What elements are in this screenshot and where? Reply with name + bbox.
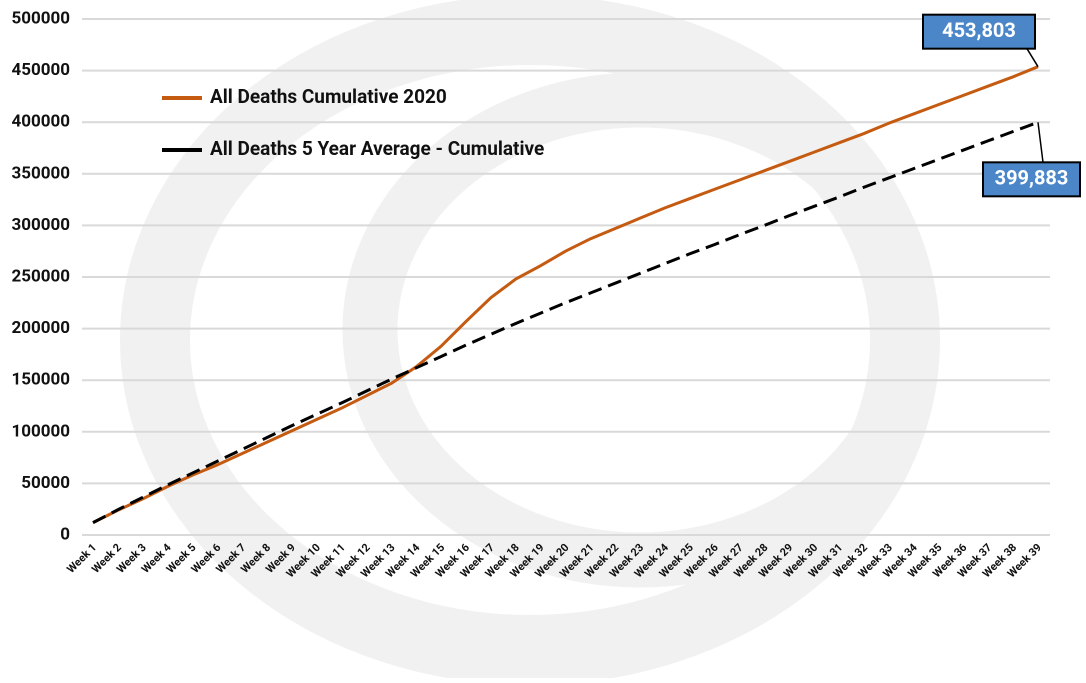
value-label-box bbox=[982, 161, 1081, 198]
line-series bbox=[92, 65, 1039, 524]
annotation-arrow bbox=[1037, 122, 1044, 163]
annotation-arrow bbox=[1026, 48, 1039, 68]
y-tick-label: 250000 bbox=[11, 266, 70, 286]
y-tick-label: 200000 bbox=[11, 318, 70, 338]
y-tick-label: 50000 bbox=[21, 473, 70, 493]
y-tick-label: 500000 bbox=[11, 8, 70, 28]
y-tick-label: 150000 bbox=[11, 370, 70, 390]
legend-label: All Deaths Cumulative 2020 bbox=[210, 85, 447, 108]
y-tick-label: 350000 bbox=[11, 163, 70, 183]
y-tick-label: 0 bbox=[60, 524, 70, 544]
y-tick-label: 100000 bbox=[11, 421, 70, 441]
value-label: 453,803 bbox=[942, 18, 1016, 42]
y-tick-label: 400000 bbox=[11, 112, 70, 132]
y-tick-label: 300000 bbox=[11, 215, 70, 235]
legend-label: All Deaths 5 Year Average - Cumulative bbox=[210, 137, 544, 160]
value-label-box bbox=[922, 13, 1036, 50]
y-tick-label: 450000 bbox=[11, 60, 70, 80]
line-series bbox=[92, 120, 1039, 524]
value-label: 399,883 bbox=[995, 166, 1069, 190]
watermark bbox=[120, 0, 940, 683]
